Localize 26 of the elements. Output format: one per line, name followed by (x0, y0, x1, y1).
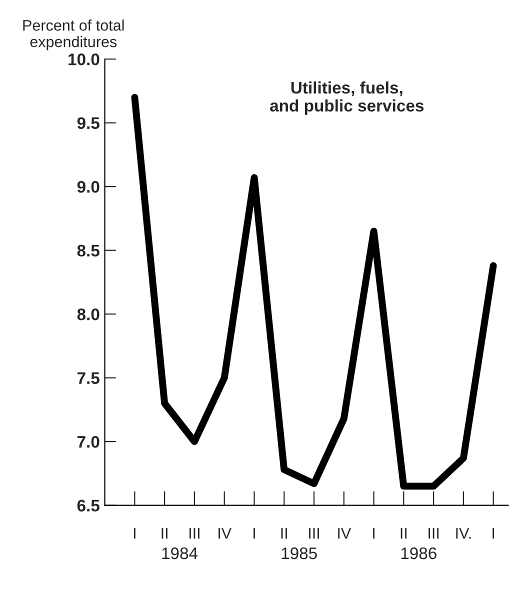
x-tick-label: IV (218, 528, 232, 539)
x-tick-label: III (190, 528, 200, 539)
y-tick-label: 6.5 (77, 500, 100, 512)
x-tick-label: I (492, 528, 494, 539)
y-axis-title: Percent of total expenditures (23, 20, 124, 50)
x-tick-label: I (254, 528, 255, 539)
text: 1986 (401, 547, 436, 560)
x-tick-label: IV (338, 528, 352, 539)
x-tick-label: III (428, 528, 439, 539)
text: 1984 (162, 547, 198, 560)
text: Utilities, fuels, and public services (270, 81, 424, 115)
y-tick-label: 7.0 (77, 436, 100, 448)
x-tick-label: IV. (456, 528, 471, 539)
y-tick-label: 7.5 (77, 372, 100, 384)
x-tick-label: II (281, 528, 287, 539)
x-tick-label: III (309, 528, 319, 539)
y-tick-label: 10.0 (68, 54, 100, 66)
x-tick-label: I (134, 528, 136, 539)
y-tick-label: 8.5 (77, 244, 100, 257)
x-tick-label: I (373, 528, 374, 539)
y-tick-label: 9.5 (77, 117, 100, 130)
text: 1985 (282, 547, 317, 560)
x-tick-label: II (400, 528, 407, 539)
y-tick-label: 9.0 (77, 180, 100, 193)
x-tick-label: II (162, 528, 168, 539)
y-tick-label: 8.0 (77, 308, 100, 320)
